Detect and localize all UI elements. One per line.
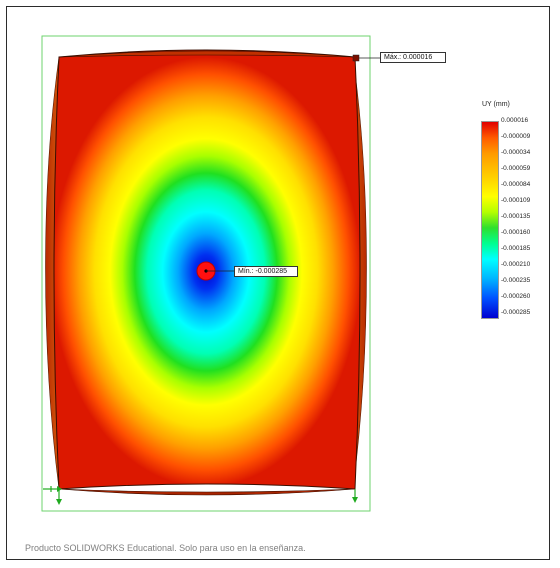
legend-label: -0.000285 — [501, 309, 531, 316]
fixture-arrow-icon — [352, 489, 358, 503]
legend-label: -0.000210 — [501, 261, 531, 268]
legend-label: -0.000009 — [501, 133, 531, 140]
legend-label: -0.000160 — [501, 229, 531, 236]
plot-viewport[interactable] — [7, 7, 551, 561]
legend-label: -0.000185 — [501, 245, 531, 252]
legend-label: -0.000059 — [501, 165, 531, 172]
max-marker-icon — [352, 54, 360, 62]
watermark-text: Producto SOLIDWORKS Educational. Solo pa… — [25, 543, 306, 553]
legend-label: -0.000260 — [501, 293, 531, 300]
undeformed-outline — [41, 35, 371, 512]
legend-label: -0.000235 — [501, 277, 531, 284]
legend-label: -0.000084 — [501, 181, 531, 188]
min-value-label: Mín.: -0.000285 — [234, 266, 298, 277]
legend-label: -0.000109 — [501, 197, 531, 204]
max-value-label: Máx.: 0.000016 — [380, 52, 446, 63]
legend-label: -0.000034 — [501, 149, 531, 156]
results-window: Máx.: 0.000016 Mín.: -0.000285 UY (mm) 0… — [6, 6, 550, 560]
legend-label: 0.000016 — [501, 117, 529, 124]
bottom-edge-bulge — [58, 488, 356, 496]
legend-labels: 0.000016 -0.000009 -0.000034 -0.000059 -… — [501, 117, 551, 323]
legend-title: UY (mm) — [482, 101, 510, 108]
legend-color-bar — [481, 121, 499, 319]
fixture-arrow-icon — [43, 486, 62, 505]
legend-label: -0.000135 — [501, 213, 531, 220]
